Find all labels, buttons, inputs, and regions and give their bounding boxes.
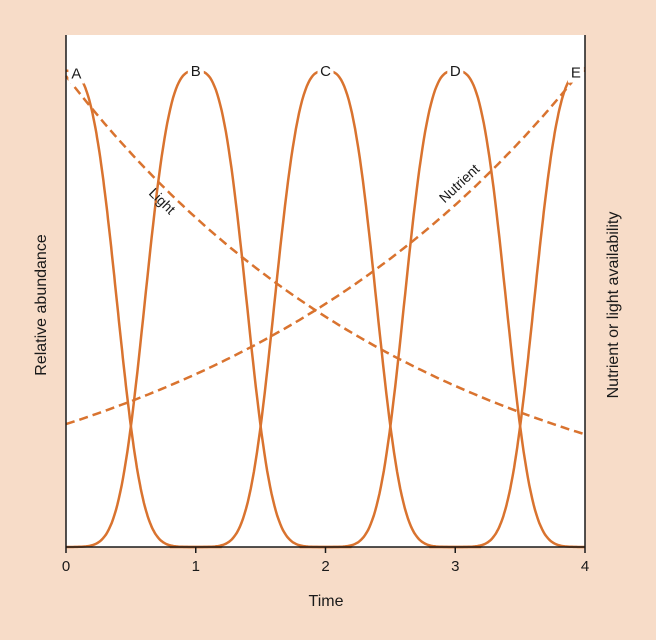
x-tick-label: 1	[192, 558, 200, 575]
x-ticks: 0 1 2 3 4	[62, 547, 589, 575]
y2-axis-label: Nutrient or light availability	[605, 212, 622, 399]
x-tick-label: 3	[451, 558, 459, 575]
species-b-label: B	[191, 63, 201, 80]
y-axis-label: Relative abundance	[33, 234, 50, 376]
x-tick-label: 0	[62, 558, 70, 575]
plot-area	[66, 35, 585, 547]
species-e-label: E	[571, 65, 581, 82]
x-axis-label: Time	[309, 593, 344, 610]
species-c-label: C	[320, 63, 331, 80]
species-a-label: A	[71, 65, 81, 82]
x-tick-label: 4	[581, 558, 589, 575]
x-tick-label: 2	[321, 558, 329, 575]
species-d-label: D	[450, 63, 461, 80]
